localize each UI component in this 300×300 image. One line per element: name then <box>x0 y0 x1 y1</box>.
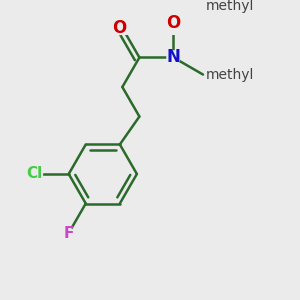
Text: O: O <box>112 19 127 37</box>
Circle shape <box>167 51 180 64</box>
Text: O: O <box>167 14 181 32</box>
Circle shape <box>27 166 43 182</box>
Circle shape <box>113 21 126 34</box>
Circle shape <box>167 17 180 30</box>
Text: N: N <box>167 49 180 67</box>
Text: F: F <box>64 226 74 241</box>
Text: methyl: methyl <box>206 0 254 14</box>
Text: methyl: methyl <box>206 68 254 82</box>
Circle shape <box>64 228 74 238</box>
Text: Cl: Cl <box>26 167 43 182</box>
